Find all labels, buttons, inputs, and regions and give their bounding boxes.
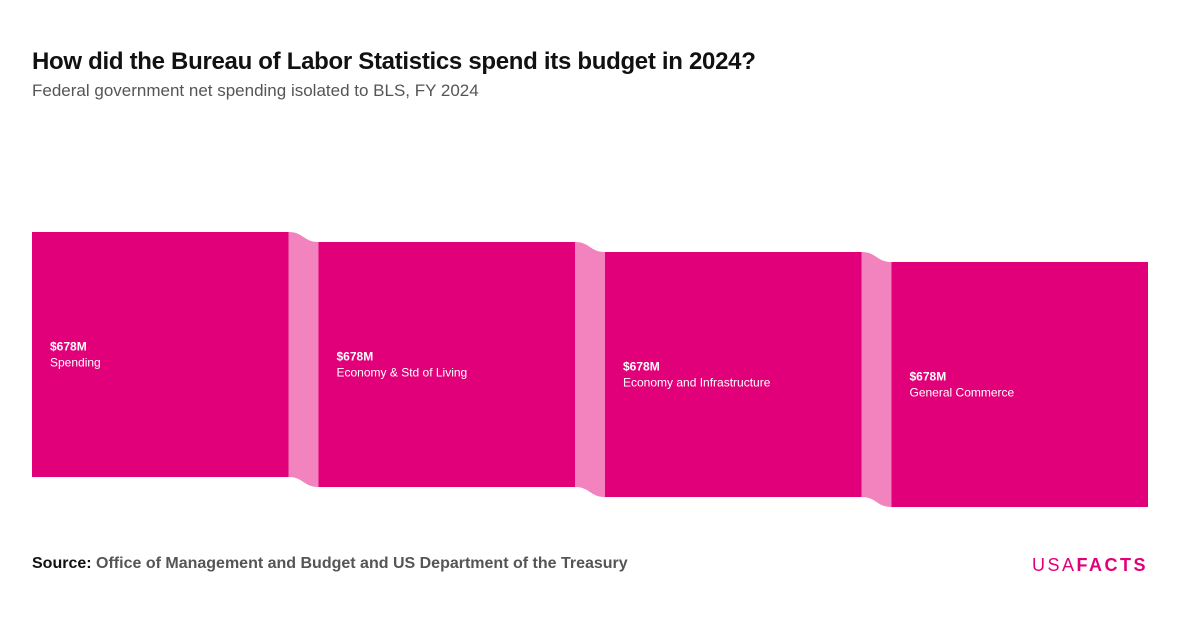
sankey-link: [288, 232, 319, 487]
sankey-node: [318, 242, 575, 487]
node-value-label: $678M: [910, 370, 947, 384]
source-text: Office of Management and Budget and US D…: [96, 555, 628, 572]
sankey-link: [575, 242, 605, 497]
sankey-node: [891, 262, 1148, 507]
chart-title: How did the Bureau of Labor Statistics s…: [32, 48, 756, 75]
logo-facts: FACTS: [1076, 555, 1148, 575]
source-note: Source: Office of Management and Budget …: [32, 555, 628, 573]
source-label: Source:: [32, 555, 92, 572]
sankey-link: [861, 252, 892, 507]
sankey-node: [32, 232, 289, 477]
node-value-label: $678M: [623, 360, 660, 374]
logo-usa: USA: [1031, 555, 1077, 575]
chart-subtitle: Federal government net spending isolated…: [32, 81, 479, 100]
node-label: Economy and Infrastructure: [623, 376, 771, 390]
sankey-node: [605, 252, 862, 497]
node-value-label: $678M: [337, 350, 374, 364]
node-label: Economy & Std of Living: [337, 366, 468, 380]
node-label: Spending: [50, 356, 101, 370]
node-label: General Commerce: [910, 386, 1015, 400]
node-value-label: $678M: [50, 340, 87, 354]
usafacts-logo: USAFACTS: [1032, 555, 1148, 576]
